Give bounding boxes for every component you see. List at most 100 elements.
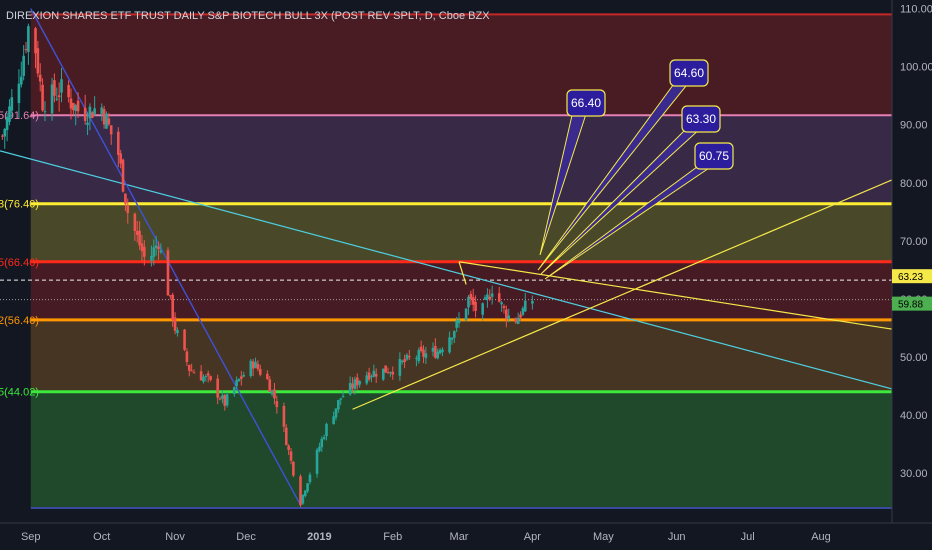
callout-box	[681, 105, 721, 133]
candle-body	[474, 301, 477, 311]
candle-body	[105, 113, 108, 129]
candlesticks	[1, 23, 534, 508]
candle-body	[232, 387, 236, 395]
candle-body	[109, 125, 113, 135]
candle-body	[83, 107, 87, 121]
candle-body	[88, 106, 92, 119]
candle-body	[36, 48, 40, 74]
candle-body	[235, 380, 238, 386]
candle-body	[256, 363, 260, 370]
x-tick-label: Aug	[811, 531, 831, 543]
candle-body	[143, 246, 146, 257]
candle-body	[216, 378, 219, 398]
candle-body	[457, 320, 461, 324]
candle-body	[102, 109, 106, 125]
candle-body	[173, 317, 177, 331]
candle-body	[22, 55, 25, 76]
candle-body	[126, 204, 130, 214]
candle-body	[514, 318, 518, 323]
candle-body	[8, 106, 11, 122]
candle-body	[124, 193, 127, 204]
candle-body	[481, 303, 484, 315]
candle-body	[67, 85, 70, 98]
candle-body	[19, 76, 23, 85]
candle-body	[306, 483, 309, 492]
x-tick-label: Jul	[741, 531, 755, 543]
y-tick-label: 30.00	[900, 468, 928, 480]
candle-body	[74, 105, 78, 111]
candle-body	[436, 351, 440, 359]
candle-body	[17, 83, 21, 104]
candle-body	[199, 371, 203, 381]
candle-body	[72, 102, 75, 111]
candle-body	[301, 494, 305, 504]
candle-body	[334, 408, 338, 418]
candle-body	[90, 112, 94, 118]
candle-body	[55, 98, 59, 100]
candle-body	[43, 111, 47, 113]
fib-zone	[30, 115, 893, 204]
candle-body	[3, 128, 7, 137]
candle-body	[266, 373, 269, 380]
candle-body	[10, 97, 14, 111]
candle-body	[523, 300, 527, 312]
candle-body	[225, 394, 229, 406]
candle-body	[204, 375, 208, 377]
candle-body	[531, 300, 534, 304]
candle-body	[154, 245, 158, 248]
yellow-uptrend-line	[352, 179, 893, 410]
candle-body	[438, 349, 442, 354]
price-callout[interactable]: 64.60	[537, 59, 709, 271]
candle-body	[486, 294, 489, 300]
fib-zone	[30, 319, 893, 392]
price-callout[interactable]: 63.30	[540, 105, 721, 275]
price-callout[interactable]: 60.75	[544, 142, 734, 280]
candle-body	[441, 349, 444, 353]
candle-body	[270, 390, 274, 395]
y-tick-label: 40.00	[900, 410, 928, 422]
candle-body	[469, 293, 473, 300]
candle-body	[365, 375, 369, 384]
candle-body	[452, 331, 456, 338]
candle-body	[152, 247, 156, 257]
candle-body	[157, 246, 160, 250]
candle-body	[107, 118, 111, 125]
price-callouts[interactable]: 66.40 64.60 63.30 60.75	[537, 59, 734, 280]
candle-body	[389, 372, 392, 374]
candle-body	[292, 461, 295, 476]
price-axis[interactable]: 110.00100.0090.0080.0070.0060.0050.0040.…	[891, 0, 932, 550]
candle-body	[422, 349, 425, 357]
fib-zones	[30, 14, 893, 508]
fib-zone	[30, 14, 893, 116]
candle-body	[403, 359, 406, 363]
candle-body	[332, 416, 335, 425]
x-tick-label: May	[593, 531, 614, 543]
candle-body	[50, 84, 54, 114]
price-tag	[892, 269, 932, 284]
y-tick-label: 80.00	[900, 178, 928, 190]
yellow-downtrend-line	[458, 261, 893, 330]
price-tag-label: 63.23	[898, 272, 923, 283]
candle-body	[507, 315, 511, 320]
candle-body	[150, 255, 153, 261]
candle-body	[408, 356, 411, 358]
candle-body	[308, 474, 312, 483]
candle-body	[450, 337, 454, 340]
candle-body	[339, 398, 343, 400]
price-tag-label: 59.88	[898, 300, 923, 311]
candle-body	[57, 95, 61, 98]
candle-body	[192, 372, 196, 374]
candle-body	[337, 400, 340, 410]
price-callout[interactable]: 66.40	[539, 89, 606, 256]
candle-body	[467, 296, 470, 308]
candle-body	[27, 26, 30, 52]
price-tag	[892, 296, 932, 311]
candle-body	[140, 243, 144, 252]
candle-body	[258, 368, 262, 375]
time-axis[interactable]: Sep Oct Nov Dec 2019 Feb Mar Apr May Jun Jul Aug	[0, 522, 932, 550]
candle-body	[86, 122, 89, 126]
candle-body	[355, 377, 359, 386]
candle-body	[325, 423, 328, 437]
candle-body	[341, 396, 345, 398]
